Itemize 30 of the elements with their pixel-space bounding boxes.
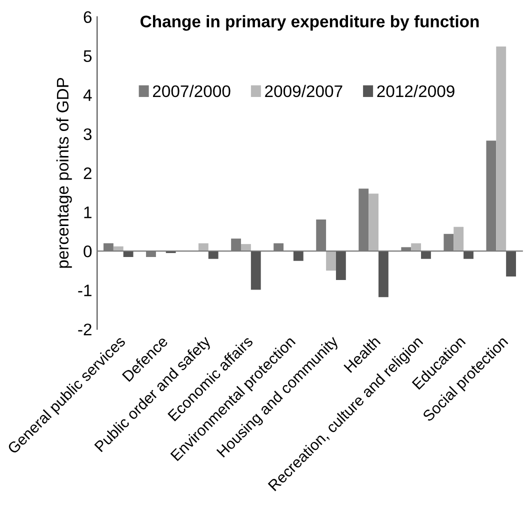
bar xyxy=(336,251,346,280)
y-axis-title: percentage points of GDP xyxy=(56,78,72,268)
y-tick-label: 0 xyxy=(84,245,92,258)
bar xyxy=(123,251,134,257)
y-tick-label: 4 xyxy=(83,89,92,101)
legend-label: 2009/2007 xyxy=(265,84,342,98)
y-tick-label: 5 xyxy=(84,50,92,62)
y-tick-label: 1 xyxy=(84,206,92,218)
bar xyxy=(250,251,261,290)
y-tick-label: 3 xyxy=(84,128,92,140)
y-tick-label: 6 xyxy=(84,11,92,24)
bar xyxy=(293,251,304,261)
bar xyxy=(378,251,388,298)
bar xyxy=(326,251,336,271)
chart-title: Change in primary expenditure by function xyxy=(140,15,479,31)
bar xyxy=(208,251,218,259)
legend-label: 2007/2000 xyxy=(153,84,230,98)
bar xyxy=(241,244,251,252)
bar xyxy=(411,243,422,252)
bar xyxy=(464,251,474,259)
bar xyxy=(198,243,208,252)
y-tick-label: -2 xyxy=(78,324,92,336)
bar xyxy=(454,226,464,252)
bar xyxy=(496,46,506,252)
bar xyxy=(421,251,431,259)
bar xyxy=(506,251,516,276)
y-tick-label: -1 xyxy=(78,284,92,296)
bar xyxy=(368,194,378,252)
y-tick-label: 2 xyxy=(84,167,92,180)
legend-label: 2012/2009 xyxy=(377,84,454,98)
